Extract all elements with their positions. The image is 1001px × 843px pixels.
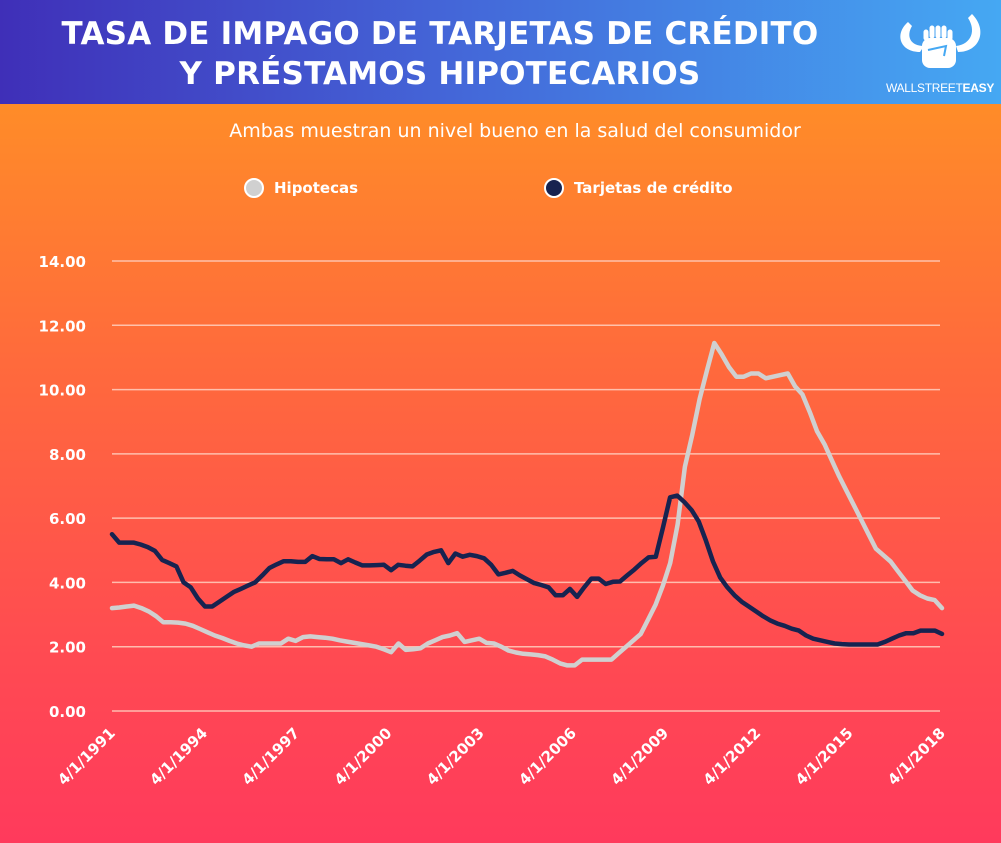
x-tick-label: 4/1/2015 <box>792 724 857 789</box>
title-line-1: TASA DE IMPAGO DE TARJETAS DE CRÉDITO <box>61 16 819 52</box>
title-line-2: Y PRÉSTAMOS HIPOTECARIOS <box>179 56 701 92</box>
logo-text-bold: EASY <box>962 81 995 95</box>
y-tick-label: 14.00 <box>39 253 86 271</box>
logo-text: WALLSTREETEASY <box>880 81 1000 95</box>
legend-swatch-hipotecas <box>244 178 264 198</box>
x-tick-label: 4/1/2003 <box>423 724 488 789</box>
legend-label-tarjetas: Tarjetas de crédito <box>574 179 733 197</box>
y-tick-label: 2.00 <box>49 639 86 657</box>
y-tick-label: 12.00 <box>39 317 86 335</box>
chart-subtitle: Ambas muestran un nivel bueno en la salu… <box>229 120 801 142</box>
x-tick-label: 4/1/1991 <box>54 724 119 789</box>
y-tick-label: 0.00 <box>49 703 86 721</box>
x-tick-label: 4/1/1997 <box>239 724 304 789</box>
series-line-hipotecas <box>109 340 945 668</box>
x-tick-label: 4/1/2009 <box>607 724 672 789</box>
x-tick-label: 4/1/2000 <box>331 724 396 789</box>
bull-horns-fist-icon <box>900 14 981 68</box>
series-lines <box>109 340 945 668</box>
brand-logo: WALLSTREETEASY <box>880 8 1000 98</box>
x-axis-ticks: 4/1/1991 4/1/1994 4/1/1997 4/1/2000 4/1/2003… <box>54 724 949 789</box>
x-tick-label: 4/1/1994 <box>146 724 211 789</box>
series-line-tarjetas <box>109 493 945 647</box>
chart-background <box>0 104 1001 843</box>
y-tick-label: 4.00 <box>49 574 86 592</box>
x-tick-label: 4/1/2006 <box>515 724 580 789</box>
x-tick-label: 4/1/2012 <box>700 724 765 789</box>
y-tick-label: 8.00 <box>49 446 86 464</box>
chart-title: TASA DE IMPAGO DE TARJETAS DE CRÉDITO Y … <box>20 14 860 94</box>
legend-item-hipotecas: Hipotecas <box>244 175 358 201</box>
legend-swatch-tarjetas <box>544 178 564 198</box>
legend-item-tarjetas: Tarjetas de crédito <box>544 175 733 201</box>
y-axis-ticks: 0.00 2.00 4.00 6.00 8.00 10.00 12.00 14.00 <box>39 253 86 721</box>
legend-label-hipotecas: Hipotecas <box>274 179 359 197</box>
y-tick-label: 6.00 <box>49 510 86 528</box>
header-banner: TASA DE IMPAGO DE TARJETAS DE CRÉDITO Y … <box>0 0 1001 104</box>
y-tick-label: 10.00 <box>39 382 86 400</box>
logo-text-light: WALLSTREET <box>885 81 963 95</box>
x-tick-label: 4/1/2018 <box>884 724 949 789</box>
